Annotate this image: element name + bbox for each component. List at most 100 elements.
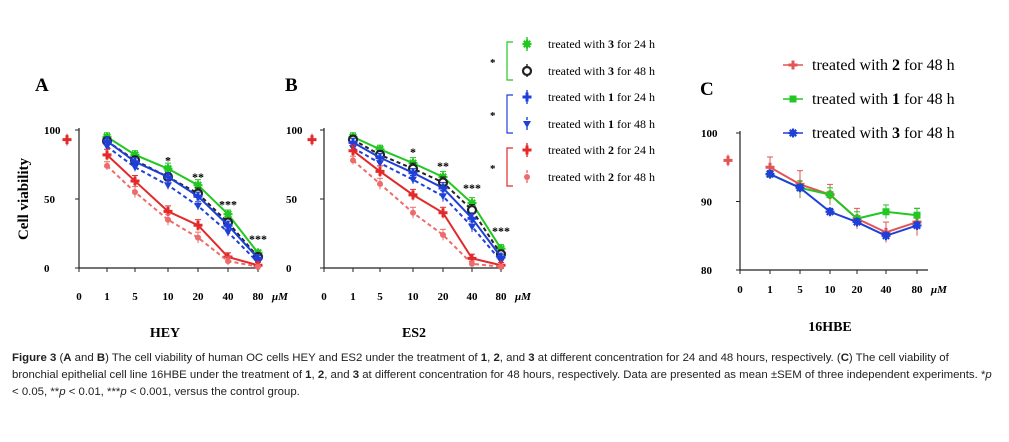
legend-bracket: [506, 41, 513, 81]
series-2-for-24-h: [348, 144, 506, 270]
caption-segment: 3: [528, 352, 535, 364]
series-line: [106, 140, 259, 260]
data-point: [130, 150, 140, 160]
legend-item-label: treated with 3 for 24 h: [548, 37, 655, 51]
series-treated-with-3-for-48-h: [765, 169, 922, 241]
x-tick-label: 40: [223, 291, 235, 303]
x-tick-label: 1: [767, 284, 773, 296]
legend-text-compound: 3: [608, 37, 614, 51]
legend-significance-star: *: [490, 110, 496, 122]
significance-label: ***: [219, 198, 237, 212]
legend-text-prefix: treated with: [548, 170, 608, 184]
data-point: [496, 244, 506, 254]
legend-bracket: [506, 94, 513, 134]
control-point: [307, 135, 317, 145]
caption-segment: p: [985, 369, 992, 381]
series-2-for-24-h: [102, 148, 263, 270]
series-line: [352, 149, 502, 267]
series-1-for-24-h: [348, 137, 506, 262]
series-1-for-48-h: [103, 141, 262, 267]
data-point: [350, 157, 356, 164]
caption-segment: at different concentration for 48 hours,…: [359, 369, 986, 381]
caption-segment: Figure 3: [12, 352, 57, 364]
caption-segment: C: [840, 352, 849, 364]
legend-text-compound: 3: [608, 64, 614, 78]
series-line: [106, 154, 259, 267]
legend-marker: [522, 145, 532, 155]
caption-segment: 2: [493, 352, 500, 364]
legend-text-suffix: for 48 h: [614, 117, 655, 131]
legend-marker: [522, 39, 532, 49]
x-tick-label: 5: [377, 291, 383, 303]
y-axis-label: Cell viability: [16, 157, 32, 240]
y-tick-label: 50: [44, 194, 56, 206]
x-tick-label: 5: [797, 284, 803, 296]
data-point: [408, 190, 418, 200]
caption-segment: 1: [480, 352, 488, 364]
panel-label: C: [700, 79, 714, 100]
y-tick-label: 0: [44, 263, 50, 275]
legend-panels-a-b: * treated with 3 for 24 h treated with 3 f…: [490, 37, 655, 187]
x-unit-label: μM: [514, 291, 532, 303]
data-point: [195, 234, 201, 241]
x-tick-label: 0: [76, 291, 82, 303]
caption-segment: 2: [317, 369, 325, 381]
data-point: [852, 217, 862, 227]
x-tick-label: 20: [852, 284, 864, 296]
caption-segment: < 0.01, ***: [65, 386, 121, 398]
panel-label: A: [35, 75, 49, 96]
legend-text-suffix: for 48 h: [900, 91, 955, 108]
panel-title: HEY: [150, 326, 180, 341]
panel-label: B: [285, 75, 298, 96]
y-tick-label: 100: [286, 125, 303, 137]
data-point: [826, 191, 834, 199]
legend-text-compound: 2: [608, 170, 614, 184]
panel-title: 16HBE: [808, 320, 852, 335]
series-2-for-48-h: [104, 161, 261, 270]
panel-title: ES2: [402, 326, 426, 341]
caption-segment: 3: [352, 369, 360, 381]
data-point: [913, 211, 921, 219]
data-point: [130, 176, 140, 186]
data-point: [468, 223, 476, 231]
legend-text-compound: 1: [892, 91, 900, 108]
data-point: [131, 164, 139, 172]
y-tick-label: 0: [286, 263, 292, 275]
significance-label: *: [410, 145, 416, 159]
legend-item-label: treated with 3 for 48 h: [548, 64, 655, 78]
series-line: [352, 159, 502, 268]
legend-marker: [522, 92, 532, 102]
data-point: [409, 176, 417, 184]
data-point: [912, 220, 922, 230]
series-line: [352, 138, 502, 255]
legend-text-compound: 2: [892, 57, 900, 74]
data-point: [193, 220, 203, 230]
data-point: [375, 166, 385, 176]
legend-text-prefix: treated with: [548, 90, 608, 104]
x-unit-label: μM: [930, 284, 948, 296]
y-tick-label: 100: [44, 125, 61, 137]
legend-text-prefix: treated with: [812, 125, 892, 142]
series-line: [352, 141, 502, 258]
legend-text-suffix: for 48 h: [614, 64, 655, 78]
x-tick-label: 80: [912, 284, 924, 296]
control-point: [62, 135, 72, 145]
data-point: [375, 144, 385, 154]
legend-marker: [788, 60, 798, 70]
data-point: [104, 162, 110, 169]
legend-panel-c: treated with 2 for 48 h treated with 1 fo…: [783, 57, 955, 142]
x-tick-label: 0: [321, 291, 327, 303]
legend-marker: [523, 121, 531, 128]
caption-segment: < 0.001, versus the control group.: [126, 386, 300, 398]
legend-item-label: treated with 2 for 48 h: [812, 57, 955, 74]
y-tick-label: 90: [701, 197, 713, 209]
caption-segment: p: [59, 386, 66, 398]
x-tick-label: 40: [881, 284, 893, 296]
x-tick-label: 1: [350, 291, 356, 303]
legend-text-suffix: for 24 h: [614, 143, 655, 157]
x-tick-label: 80: [496, 291, 508, 303]
legend-marker: [789, 95, 797, 103]
series-line: [769, 173, 918, 237]
x-unit-label: μM: [271, 291, 289, 303]
